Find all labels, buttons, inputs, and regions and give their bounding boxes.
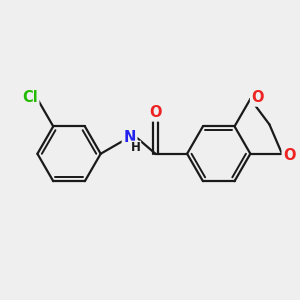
Text: O: O <box>149 105 162 120</box>
Text: N: N <box>123 130 136 146</box>
Text: O: O <box>252 90 264 105</box>
Text: Cl: Cl <box>22 90 38 105</box>
Text: H: H <box>131 141 140 154</box>
Text: O: O <box>283 148 296 163</box>
